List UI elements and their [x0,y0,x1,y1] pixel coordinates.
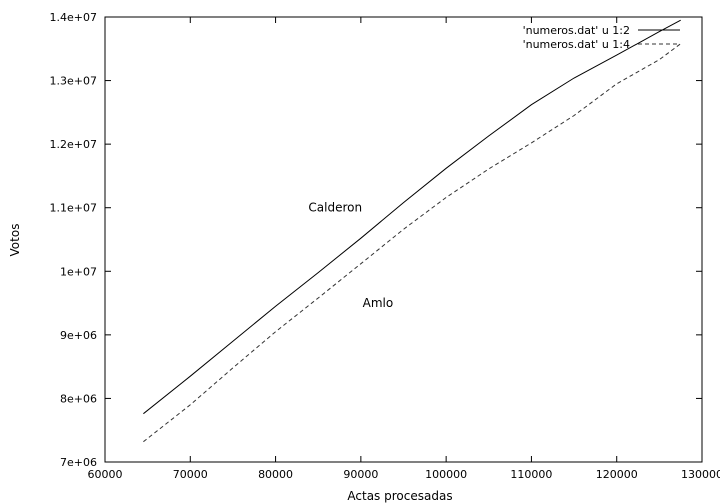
legend: 'numeros.dat' u 1:2'numeros.dat' u 1:4 [523,24,680,51]
annotation-label: Amlo [363,296,394,310]
series-line-2 [143,43,681,443]
series-lines [143,19,681,443]
x-tick-label: 130000 [681,468,720,481]
y-tick-label: 1.4e+07 [50,11,97,24]
plot-frame [104,16,703,463]
x-tick-label: 110000 [510,468,552,481]
x-tick-label: 120000 [596,468,638,481]
y-tick-label: 1e+07 [60,265,97,278]
y-tick-label: 8e+06 [60,392,97,405]
x-tick-label: 80000 [258,468,293,481]
annotation-label: Calderon [308,201,362,215]
y-tick-label: 7e+06 [60,456,97,469]
y-axis-label: Votos [8,224,22,257]
x-axis-label: Actas procesadas [347,489,452,503]
y-tick-label: 1.1e+07 [50,202,97,215]
chart-annotations: Calderon Amlo [308,201,393,310]
legend-entry-label: 'numeros.dat' u 1:2 [523,24,630,37]
axis-tick-labels: 60000 70000 80000 90000 100000 110000 120000 13… [50,11,720,481]
y-tick-label: 1.3e+07 [50,75,97,88]
x-tick-label: 70000 [173,468,208,481]
y-tick-label: 1.2e+07 [50,138,97,151]
y-tick-label: 9e+06 [60,329,97,342]
series-line-1 [143,19,681,415]
x-tick-label: 100000 [425,468,467,481]
x-tick-label: 90000 [343,468,378,481]
legend-entry-label: 'numeros.dat' u 1:4 [523,38,630,51]
x-tick-label: 60000 [88,468,123,481]
axis-ticks [104,16,703,463]
